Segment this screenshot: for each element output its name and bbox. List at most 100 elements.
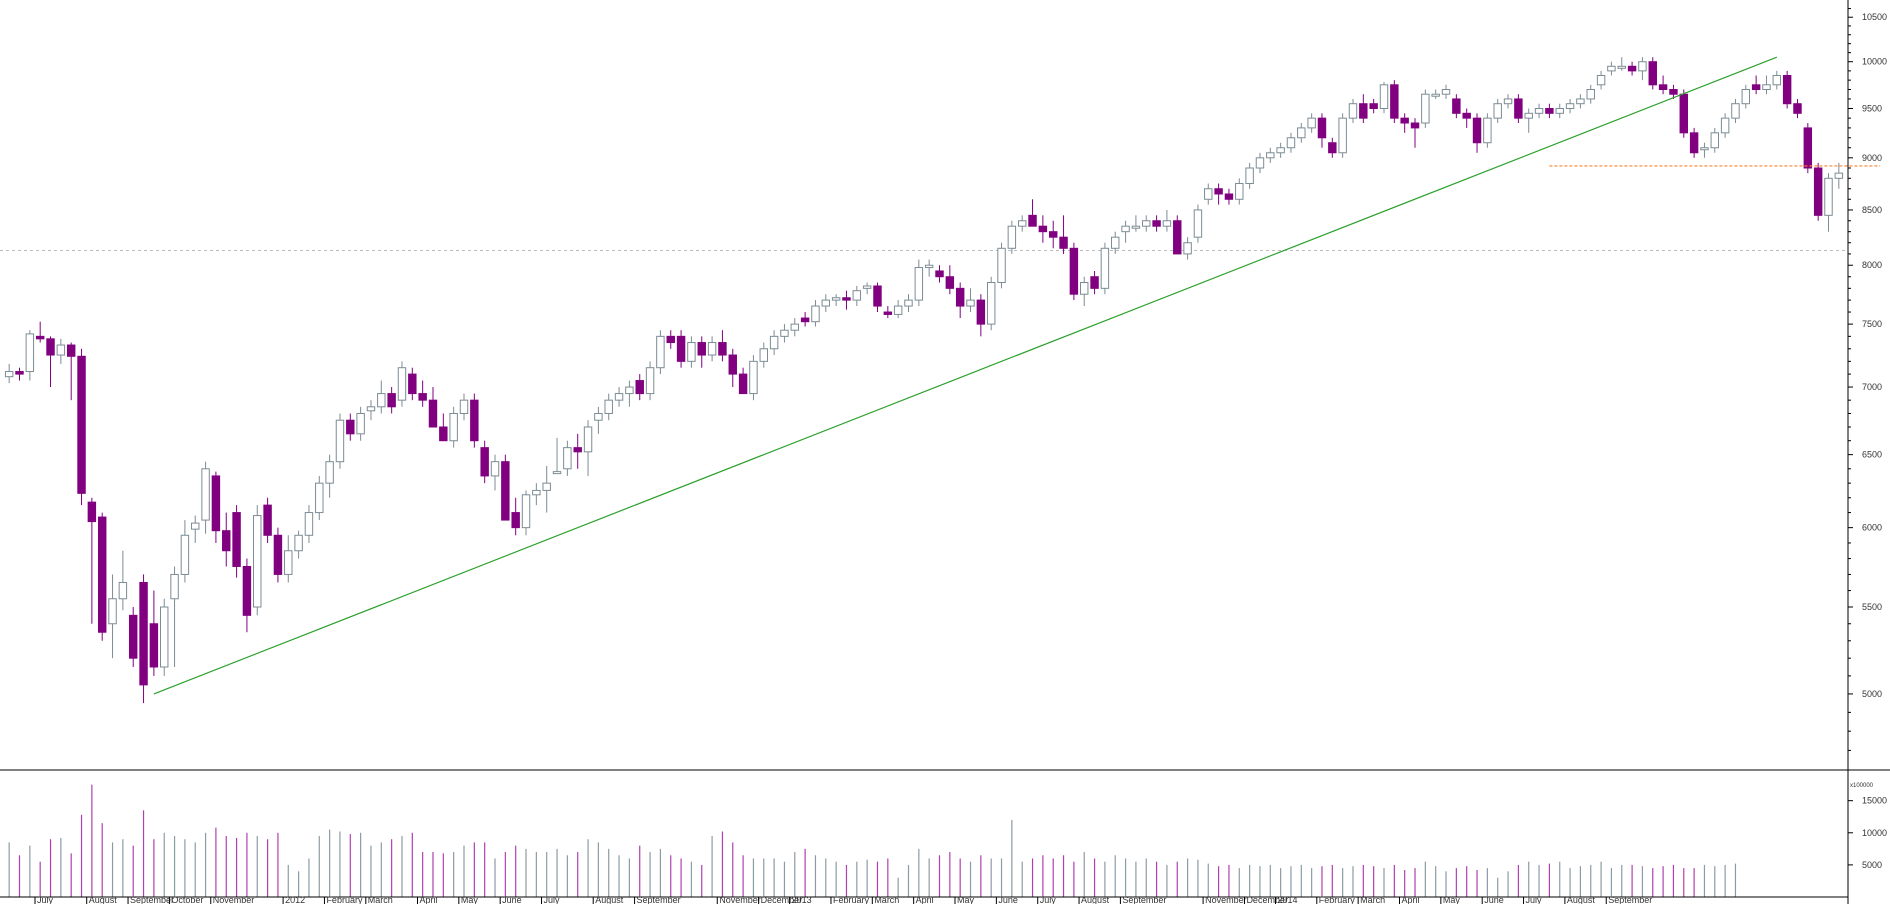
price-tick-label: 8000 <box>1862 260 1882 270</box>
candle-body <box>1090 276 1099 289</box>
x-tick-label: December <box>761 895 803 904</box>
candle-body <box>862 285 872 289</box>
x-tick-label: March <box>874 895 899 904</box>
candle-body <box>1431 93 1440 97</box>
price-tick-label: 9500 <box>1862 103 1882 113</box>
candle-body <box>428 399 438 428</box>
candle-body <box>397 367 407 401</box>
candle-body <box>966 299 975 307</box>
candle-body <box>1545 107 1554 114</box>
candle-body <box>1493 103 1502 119</box>
candle-body <box>676 335 686 362</box>
x-tick-label: February <box>1319 895 1356 904</box>
candle-body <box>501 461 510 521</box>
x-tick-label: September <box>1122 895 1166 904</box>
candle-body <box>800 317 810 323</box>
candle-body <box>1720 117 1730 134</box>
candle-body <box>811 305 820 323</box>
price-tick-label: 10500 <box>1862 12 1887 22</box>
volume-tick-label: 15000 <box>1862 796 1887 806</box>
candle-body <box>873 285 882 307</box>
x-tick-label: July <box>1526 895 1543 904</box>
candle-body <box>56 344 66 356</box>
candle-body <box>46 338 55 356</box>
candle-body <box>77 355 86 494</box>
candle-body <box>335 419 345 463</box>
candle-body <box>170 573 179 600</box>
candle-body <box>511 512 520 529</box>
candle-body <box>1627 65 1637 72</box>
price-tick-label: 8500 <box>1862 205 1882 215</box>
candle-body <box>1824 177 1833 216</box>
candle-body <box>1679 93 1688 134</box>
candle-body <box>1255 157 1265 169</box>
candle-body <box>387 393 396 408</box>
candle-body <box>1142 220 1151 227</box>
candle-body <box>1400 117 1409 124</box>
x-tick-label: November <box>719 895 761 904</box>
price-tick-label: 6000 <box>1862 523 1882 533</box>
candle-body <box>1379 84 1389 109</box>
candle-body <box>718 342 727 356</box>
candle-body <box>1803 127 1813 169</box>
candle-body <box>1762 84 1771 90</box>
candle-body <box>1038 225 1048 233</box>
candle-body <box>1286 137 1296 149</box>
candle-body <box>1317 117 1327 139</box>
candle-body <box>1307 117 1316 129</box>
volume-tick-label: 10000 <box>1862 828 1887 838</box>
price-panel <box>4 57 1844 704</box>
volume-panel <box>8 784 1737 897</box>
candle-body <box>852 290 862 301</box>
candle-body <box>1048 231 1058 238</box>
x-tick-label: October <box>171 895 203 904</box>
candle-body <box>294 534 303 552</box>
candle-body <box>1503 98 1513 105</box>
candle-body <box>1586 88 1595 100</box>
candle-body <box>1080 282 1089 295</box>
candle-body <box>728 354 737 375</box>
x-tick-label: April <box>1402 895 1420 904</box>
candle-body <box>1214 188 1223 195</box>
candle-body <box>1328 142 1337 154</box>
candle-body <box>707 342 717 356</box>
candle-body <box>656 335 665 369</box>
x-tick-label: November <box>1205 895 1247 904</box>
x-tick-label: April <box>916 895 934 904</box>
candle-body <box>1834 172 1844 179</box>
x-tick-label: March <box>368 895 393 904</box>
volume-tick-label: 5000 <box>1862 860 1882 870</box>
candle-body <box>4 371 14 378</box>
candle-body <box>377 393 386 408</box>
candle-body <box>542 482 551 491</box>
x-tick-label: December <box>1246 895 1288 904</box>
candle-body <box>1410 122 1420 129</box>
candle-body <box>1369 103 1378 109</box>
candle-body <box>160 606 169 668</box>
candle-body <box>1607 65 1616 72</box>
candle-body <box>1131 225 1141 229</box>
price-tick-label: 7500 <box>1862 319 1882 329</box>
candle-body <box>273 534 283 575</box>
candle-body <box>87 501 97 523</box>
candle-body <box>521 494 531 529</box>
candle-body <box>232 512 241 567</box>
candle-body <box>1710 132 1720 149</box>
x-tick-label: 2012 <box>285 895 305 904</box>
candle-body <box>552 471 562 475</box>
candle-body <box>1782 74 1792 105</box>
candle-body <box>1007 225 1017 249</box>
candle-body <box>253 515 262 608</box>
candle-body <box>1173 220 1182 255</box>
candle-body <box>1111 236 1120 249</box>
x-tick-label: May <box>1443 895 1461 904</box>
candle-body <box>263 504 272 536</box>
candle-body <box>1245 167 1254 185</box>
candle-body <box>1121 225 1130 233</box>
candle-body <box>749 360 758 395</box>
x-tick-label: May <box>461 895 479 904</box>
candle-body <box>1235 183 1244 200</box>
candle-body <box>66 344 76 357</box>
candle-body <box>366 406 376 412</box>
